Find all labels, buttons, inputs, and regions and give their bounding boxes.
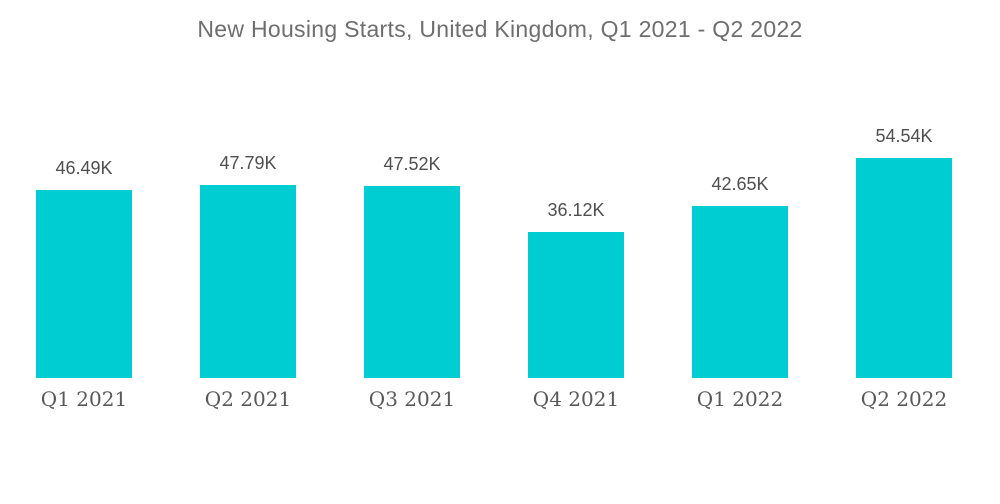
bar-value-label: 36.12K xyxy=(547,200,605,220)
bar xyxy=(692,206,788,378)
bar-group: 47.52K Q3 2021 xyxy=(330,120,494,411)
chart-title: New Housing Starts, United Kingdom, Q1 2… xyxy=(197,16,803,42)
bar-value-label: 47.79K xyxy=(219,153,277,173)
bar-group: 42.65K Q1 2022 xyxy=(658,120,822,411)
bar xyxy=(36,190,132,378)
x-axis-label: Q4 2021 xyxy=(532,387,620,411)
bar-group: 47.79K Q2 2021 xyxy=(166,120,330,411)
bar-group: 36.12K Q4 2021 xyxy=(494,120,658,411)
bar-group: 54.54K Q2 2022 xyxy=(822,120,986,411)
x-axis-label: Q1 2021 xyxy=(40,387,128,411)
x-axis-label: Q3 2021 xyxy=(368,387,456,411)
x-axis-label: Q1 2022 xyxy=(696,387,784,411)
bar xyxy=(856,158,952,378)
plot-area: 46.49K Q1 2021 47.79K Q2 2021 47.52K Q3 … xyxy=(2,120,986,411)
bar xyxy=(364,186,460,378)
x-axis-label: Q2 2022 xyxy=(860,387,948,411)
bar-value-label: 54.54K xyxy=(875,126,933,146)
bar-value-label: 42.65K xyxy=(711,174,769,194)
bar-group: 46.49K Q1 2021 xyxy=(2,120,166,411)
bar xyxy=(528,232,624,378)
bar-value-label: 46.49K xyxy=(55,158,113,178)
x-axis-label: Q2 2021 xyxy=(204,387,292,411)
bar-value-label: 47.52K xyxy=(383,154,441,174)
bar xyxy=(200,185,296,378)
